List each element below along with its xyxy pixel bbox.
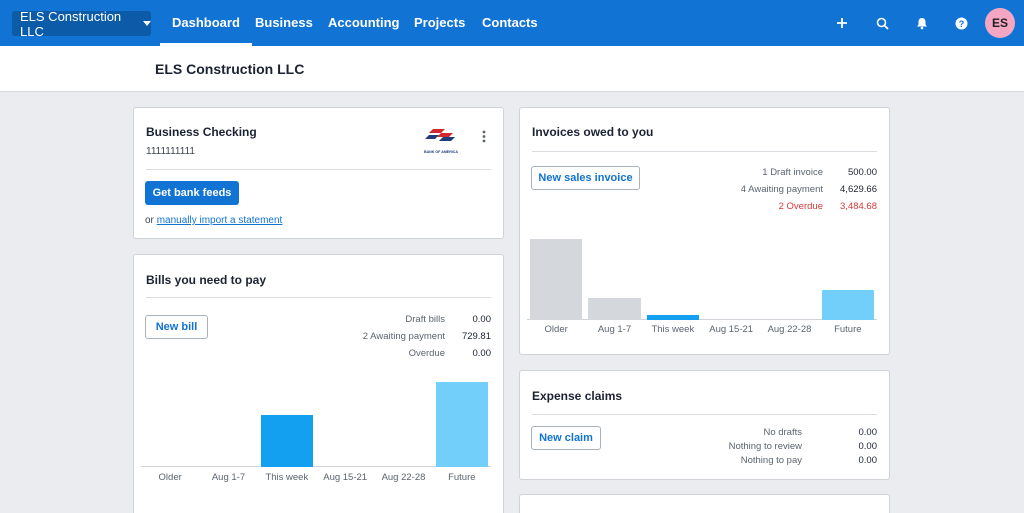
expense-claims-card: Expense claims New claim No drafts 0.00 No… xyxy=(519,370,890,480)
search-icon[interactable] xyxy=(873,14,891,32)
bank-logo-text: BANK OF AMERICA xyxy=(423,150,458,154)
summary-label: Overdue xyxy=(408,348,445,359)
svg-text:?: ? xyxy=(958,19,964,29)
divider xyxy=(532,151,877,152)
bills-card: Bills you need to pay New bill Draft bil… xyxy=(133,254,504,513)
chart-bar-future[interactable] xyxy=(821,290,874,320)
invoices-card: Invoices owed to you New sales invoice 1… xyxy=(519,107,890,355)
summary-label: 2 Awaiting payment xyxy=(362,331,445,342)
new-bill-button[interactable]: New bill xyxy=(145,315,208,339)
get-bank-feeds-button[interactable]: Get bank feeds xyxy=(145,181,239,205)
invoices-chart xyxy=(527,236,877,320)
bank-logo: BANK OF AMERICA xyxy=(421,127,461,154)
chart-tick-label: Older xyxy=(544,324,568,335)
divider xyxy=(532,414,877,415)
chart-bar-this-week[interactable] xyxy=(646,315,699,320)
summary-value: 3,484.68 xyxy=(840,201,877,212)
summary-label: Draft bills xyxy=(405,314,445,325)
help-icon[interactable]: ? xyxy=(952,14,970,32)
nav-accounting[interactable]: Accounting xyxy=(328,15,400,30)
summary-value: 0.00 xyxy=(472,348,492,359)
chart-tick-label: Aug 22-28 xyxy=(767,324,812,335)
chart-tick-label: Future xyxy=(834,324,862,335)
nav-business[interactable]: Business xyxy=(255,15,313,30)
chart-baseline xyxy=(527,319,877,320)
summary-label: Nothing to review xyxy=(728,441,802,452)
bank-account-card: Business Checking 1111111111 BANK OF AME… xyxy=(133,107,504,239)
expense-claims-title: Expense claims xyxy=(532,389,623,403)
chart-tick-label: Aug 15-21 xyxy=(709,324,754,335)
bills-chart xyxy=(141,375,491,467)
next-card xyxy=(519,494,890,513)
chart-bar-future[interactable] xyxy=(435,382,488,467)
summary-value: 0.00 xyxy=(858,427,878,438)
chart-tick-label: This week xyxy=(651,324,695,335)
summary-label: No drafts xyxy=(763,427,802,438)
summary-value: 500.00 xyxy=(847,167,877,178)
chart-tick-label: This week xyxy=(265,472,309,483)
chart-tick-label: Aug 1-7 xyxy=(597,324,632,335)
divider xyxy=(146,297,491,298)
summary-value: 0.00 xyxy=(472,314,492,325)
bank-account-title: Business Checking xyxy=(146,125,257,139)
plus-icon[interactable] xyxy=(833,14,851,32)
chart-bar-this-week[interactable] xyxy=(260,415,313,467)
caret-down-icon xyxy=(143,21,151,26)
nav-contacts[interactable]: Contacts xyxy=(482,15,538,30)
summary-value: 4,629.66 xyxy=(840,184,877,195)
page-header: ELS Construction LLC xyxy=(0,46,1024,92)
organisation-name: ELS Construction LLC xyxy=(20,8,122,39)
invoices-title: Invoices owed to you xyxy=(532,125,654,139)
more-options-icon[interactable] xyxy=(482,130,490,144)
bell-icon[interactable] xyxy=(913,14,931,32)
chart-baseline xyxy=(141,466,491,467)
import-statement-text: or manually import a statement xyxy=(145,215,282,226)
chart-tick-label: Aug 22-28 xyxy=(381,472,426,483)
chart-tick-label: Aug 1-7 xyxy=(211,472,246,483)
or-text: or xyxy=(145,215,154,226)
user-avatar[interactable]: ES xyxy=(985,8,1015,38)
chart-tick-label: Future xyxy=(448,472,476,483)
nav-projects[interactable]: Projects xyxy=(414,15,466,30)
divider xyxy=(146,169,491,170)
nav-dashboard[interactable]: Dashboard xyxy=(160,0,252,46)
manually-import-link[interactable]: manually import a statement xyxy=(156,215,283,226)
top-navigation: ELS Construction LLC Dashboard Business … xyxy=(0,0,1024,46)
chart-bar-older[interactable] xyxy=(530,239,583,320)
new-claim-button[interactable]: New claim xyxy=(531,426,601,450)
summary-label: Nothing to pay xyxy=(740,455,802,466)
page-title: ELS Construction LLC xyxy=(155,61,305,77)
chart-tick-label: Older xyxy=(158,472,182,483)
new-sales-invoice-button[interactable]: New sales invoice xyxy=(531,166,640,190)
organisation-switcher[interactable]: ELS Construction LLC xyxy=(12,8,151,39)
bills-title: Bills you need to pay xyxy=(146,273,267,287)
bank-account-number: 1111111111 xyxy=(146,146,195,157)
chart-bar-aug-1-7[interactable] xyxy=(588,298,641,320)
summary-label: 2 Overdue xyxy=(778,201,823,212)
chart-tick-label: Aug 15-21 xyxy=(323,472,368,483)
summary-label: 4 Awaiting payment xyxy=(740,184,823,195)
summary-label: 1 Draft invoice xyxy=(762,167,823,178)
summary-value: 0.00 xyxy=(858,455,878,466)
summary-value: 729.81 xyxy=(461,331,491,342)
summary-value: 0.00 xyxy=(858,441,878,452)
